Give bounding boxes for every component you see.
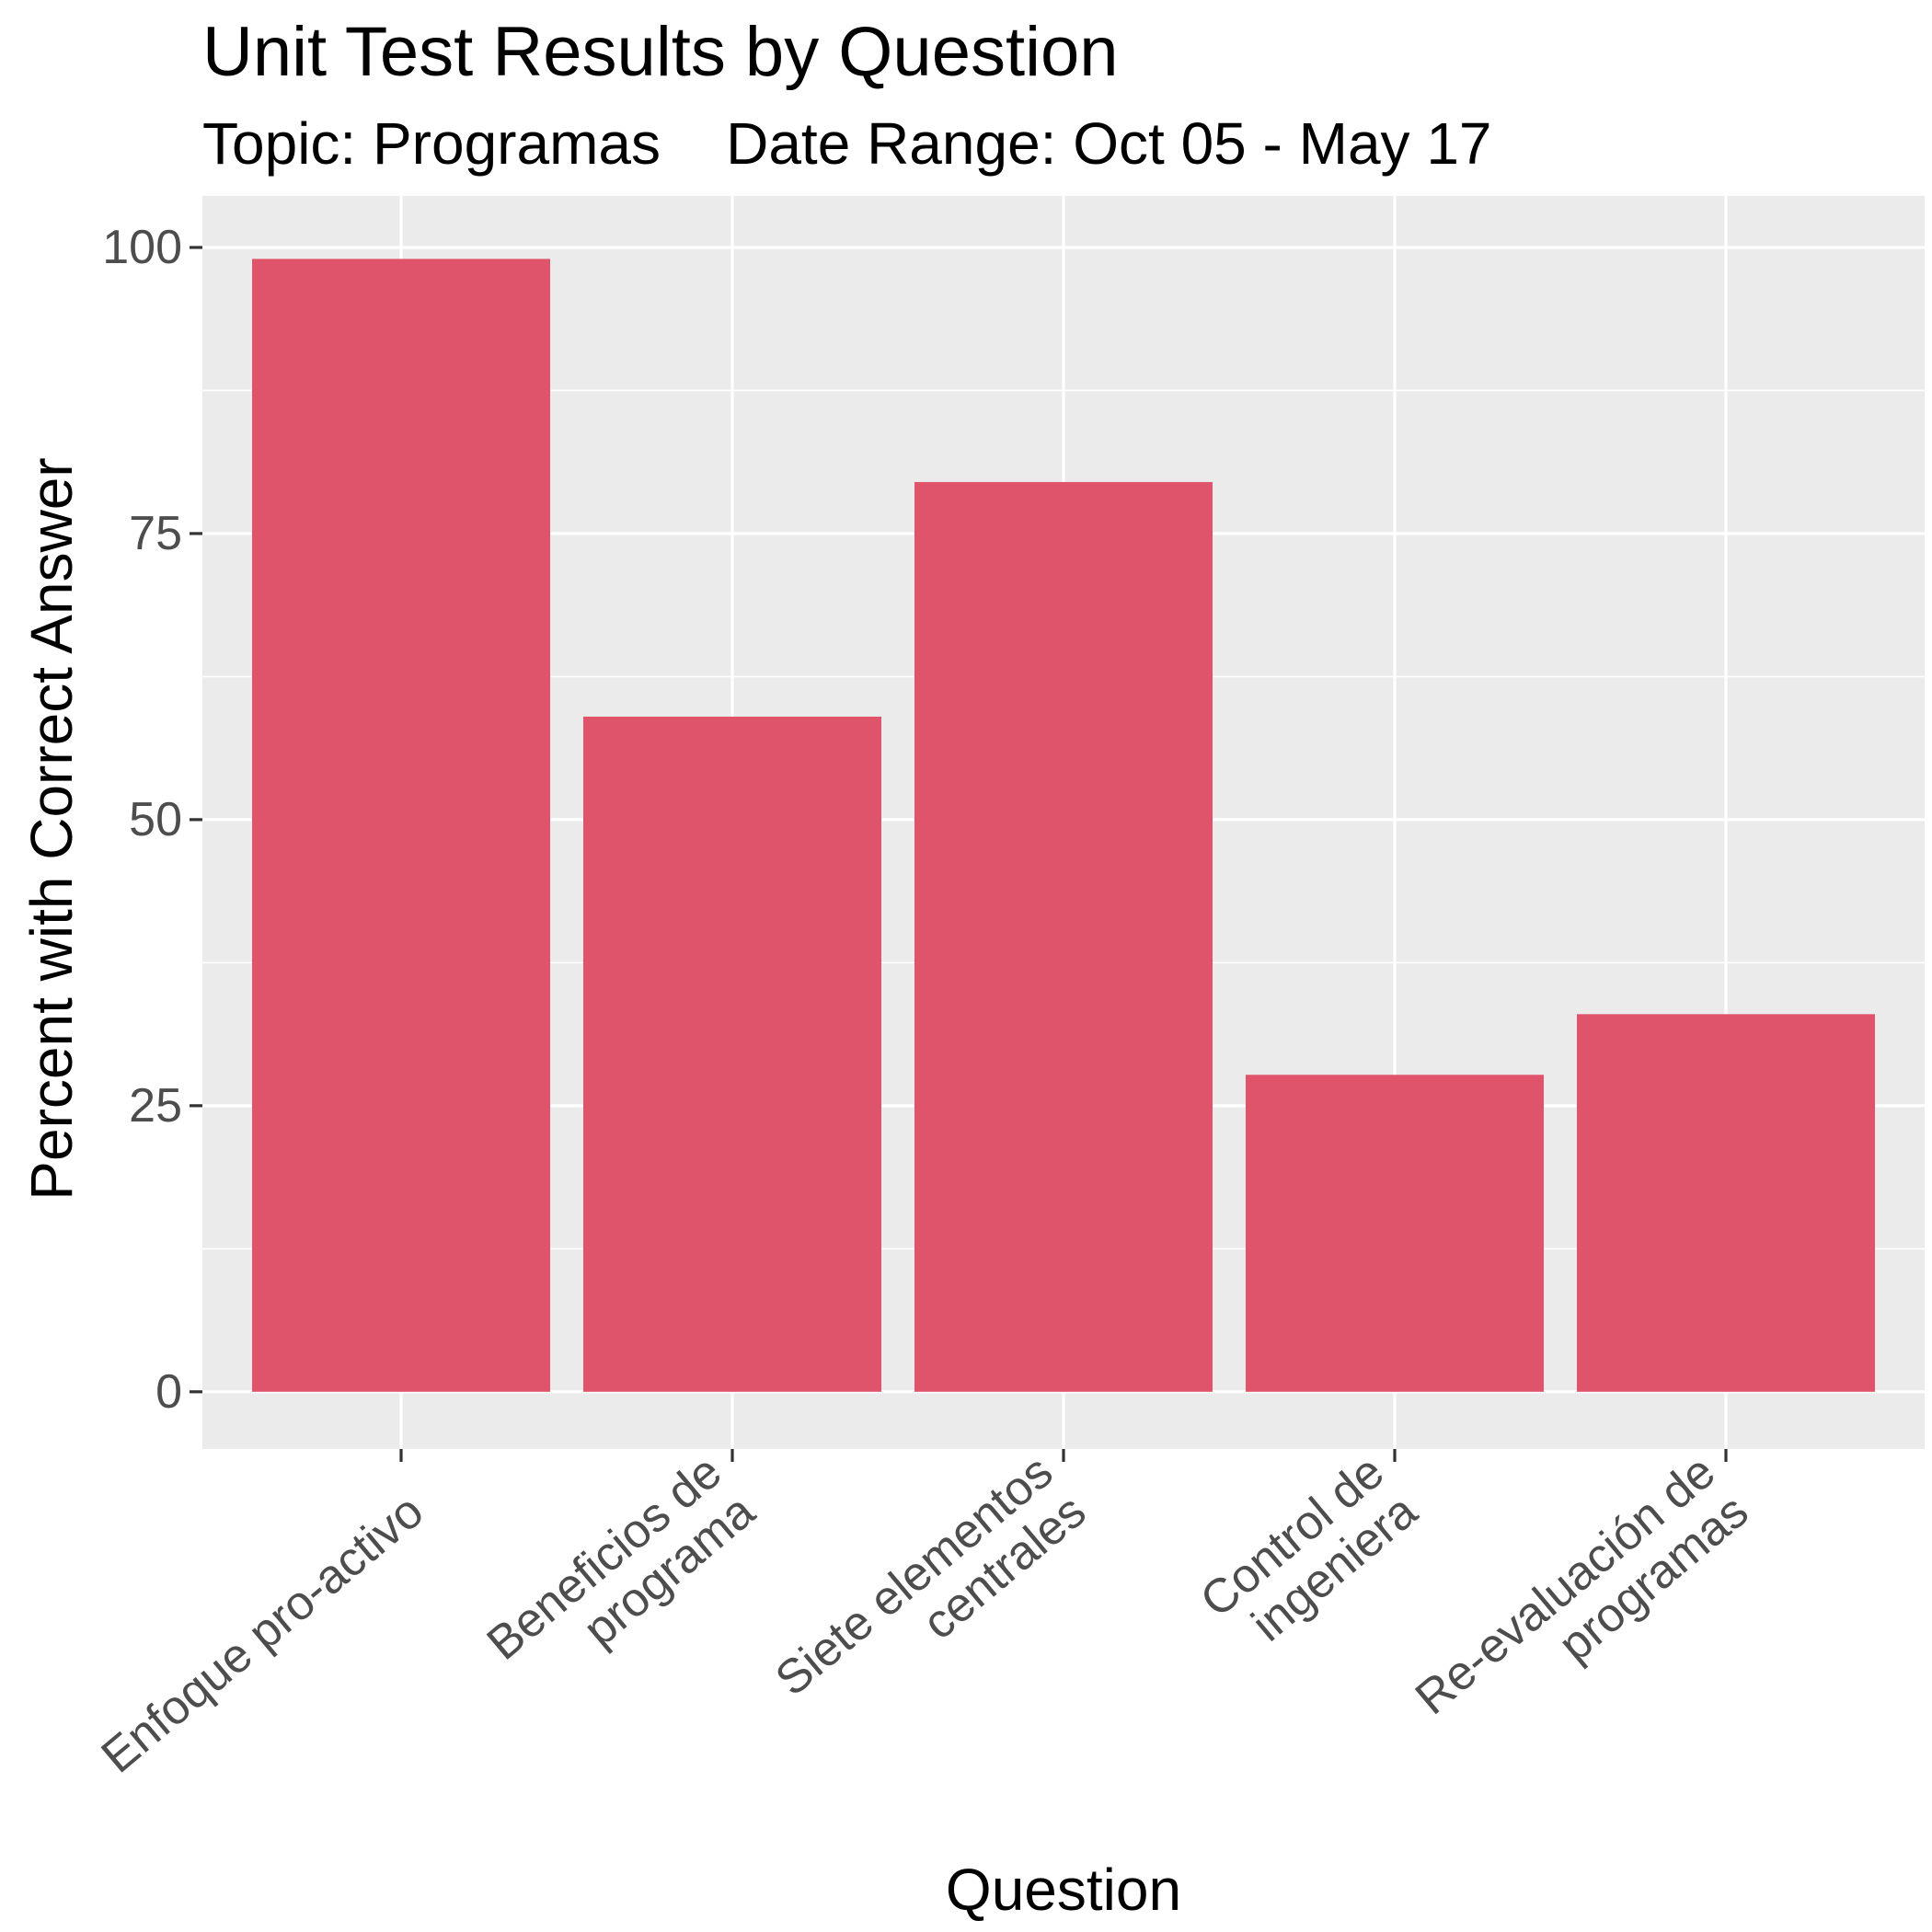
bar — [1246, 1075, 1544, 1392]
chart-subtitle: Topic: Programas Date Range: Oct 05 - Ma… — [202, 110, 1492, 177]
bar — [252, 259, 550, 1392]
y-axis-title: Percent with Correct Answer — [18, 457, 85, 1200]
x-axis: Enfoque pro-activo Beneficios deprograma S… — [92, 1445, 1759, 1784]
x-tick-label: Siete elementoscentrales — [765, 1445, 1096, 1746]
y-tick-label: 25 — [129, 1079, 182, 1133]
x-tick-label: Enfoque pro-activo — [92, 1485, 434, 1784]
y-tick-label: 50 — [129, 793, 182, 846]
x-tick-label: Beneficios deprograma — [477, 1445, 765, 1710]
bar — [583, 716, 881, 1392]
y-tick-label: 75 — [129, 507, 182, 560]
bar — [914, 481, 1213, 1392]
x-tick-label: Control deingeniera — [1190, 1445, 1427, 1668]
x-tick-label: Re-evaluación deprogramas — [1406, 1445, 1758, 1765]
chart-title: Unit Test Results by Question — [202, 13, 1119, 91]
y-tick-label: 100 — [102, 221, 182, 274]
x-tick-label-line: Enfoque pro-activo — [92, 1485, 434, 1784]
y-tick-label: 0 — [155, 1365, 182, 1419]
bar — [1577, 1014, 1875, 1392]
bars — [252, 259, 1875, 1392]
x-axis-title: Question — [946, 1857, 1181, 1923]
y-axis: 0 25 50 75 100 — [102, 221, 202, 1419]
